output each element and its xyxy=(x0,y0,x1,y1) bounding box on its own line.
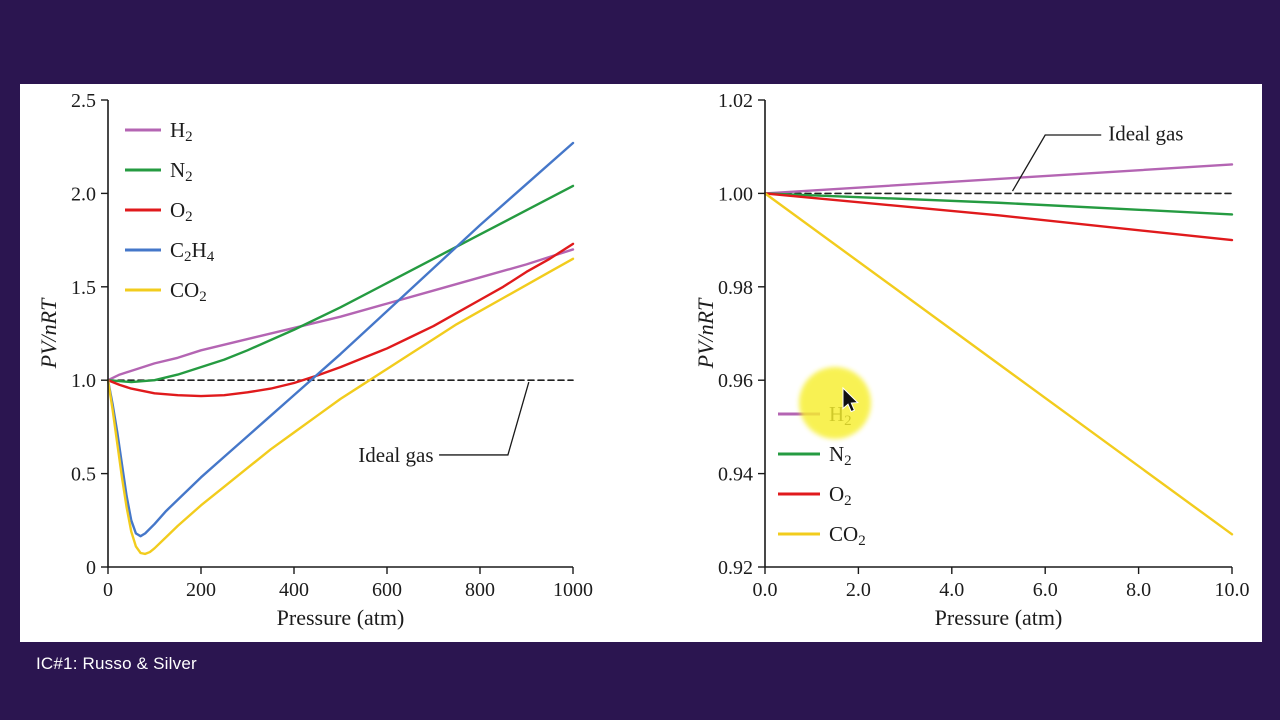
legend-item: O2 xyxy=(125,198,193,225)
annotation-line xyxy=(439,381,530,456)
y-tick-label: 1.0 xyxy=(71,370,96,392)
legend-item: O2 xyxy=(778,482,852,509)
legend-item: N2 xyxy=(125,158,193,185)
x-tick-label: 10.0 xyxy=(1215,579,1250,601)
x-tick-label: 600 xyxy=(372,579,402,601)
x-tick-label: 4.0 xyxy=(939,579,964,601)
legend-label: CO2 xyxy=(829,522,866,549)
y-axis-title: PV/nRT xyxy=(36,297,61,369)
y-tick-label: 1.00 xyxy=(718,183,753,205)
x-tick-label: 800 xyxy=(465,579,495,601)
x-axis-title: Pressure (atm) xyxy=(935,605,1063,630)
legend-item: CO2 xyxy=(125,278,207,305)
x-tick-label: 0 xyxy=(103,579,113,601)
annotation-label: Ideal gas xyxy=(1108,122,1183,146)
legend-item: N2 xyxy=(778,442,852,469)
series-line-co2 xyxy=(763,192,1234,536)
series-line-h2 xyxy=(763,163,1234,195)
right-chart: 0.0 2.0 4.0 6.0 8.0 10.0 0.92 0.94 0.96 0.98 1.00 1… xyxy=(693,90,1250,630)
x-tick-label: 1000 xyxy=(553,579,593,601)
legend-label: N2 xyxy=(170,158,193,185)
legend-item: H2 xyxy=(125,118,193,145)
y-tick-label: 1.02 xyxy=(718,90,753,112)
x-axis-title: Pressure (atm) xyxy=(277,605,405,630)
annotation-label: Ideal gas xyxy=(358,443,433,467)
series-line-co2 xyxy=(106,257,575,556)
legend-label: H2 xyxy=(170,118,193,145)
series-line-n2 xyxy=(763,192,1234,216)
series-line-h2 xyxy=(106,248,575,382)
caption: IC#1: Russo & Silver xyxy=(36,654,197,673)
series-line-c2h4 xyxy=(106,141,575,538)
y-tick-label: 0.92 xyxy=(718,557,753,579)
y-tick-label: 0.98 xyxy=(718,277,753,299)
annotation-line xyxy=(1011,134,1102,192)
x-tick-label: 200 xyxy=(186,579,216,601)
x-tick-label: 0.0 xyxy=(753,579,778,601)
x-tick-label: 400 xyxy=(279,579,309,601)
legend-label: N2 xyxy=(829,442,852,469)
highlight-spot xyxy=(799,367,871,439)
y-tick-label: 0 xyxy=(86,557,96,579)
figure-canvas: 0 200 400 600 800 1000 0 0.5 1.0 1.5 2.0 2.5 Pressur… xyxy=(36,90,1250,630)
series-line-n2 xyxy=(106,184,575,384)
slide-panel: 0 200 400 600 800 1000 0 0.5 1.0 1.5 2.0 2.5 Pressur… xyxy=(20,84,1262,642)
y-tick-label: 1.5 xyxy=(71,277,96,299)
y-tick-label: 0.5 xyxy=(71,464,96,486)
series-line-o2 xyxy=(106,242,575,398)
mouse-cursor xyxy=(842,386,859,413)
y-tick-label: 2.0 xyxy=(71,183,96,205)
legend-label: O2 xyxy=(170,198,193,225)
presenter-overlay xyxy=(799,367,871,439)
y-tick-label: 0.96 xyxy=(718,370,753,392)
legend-label: O2 xyxy=(829,482,852,509)
y-tick-label: 0.94 xyxy=(718,464,753,486)
left-chart: 0 200 400 600 800 1000 0 0.5 1.0 1.5 2.0 2.5 Pressur… xyxy=(36,90,593,630)
series-line-o2 xyxy=(763,192,1234,242)
legend-item: C2H4 xyxy=(125,238,215,265)
legend-item: CO2 xyxy=(778,522,866,549)
x-tick-label: 8.0 xyxy=(1126,579,1151,601)
y-axis-title: PV/nRT xyxy=(693,297,718,369)
y-tick-label: 2.5 xyxy=(71,90,96,112)
legend-label: CO2 xyxy=(170,278,207,305)
x-tick-label: 6.0 xyxy=(1033,579,1058,601)
legend-label: C2H4 xyxy=(170,238,215,265)
x-tick-label: 2.0 xyxy=(846,579,871,601)
